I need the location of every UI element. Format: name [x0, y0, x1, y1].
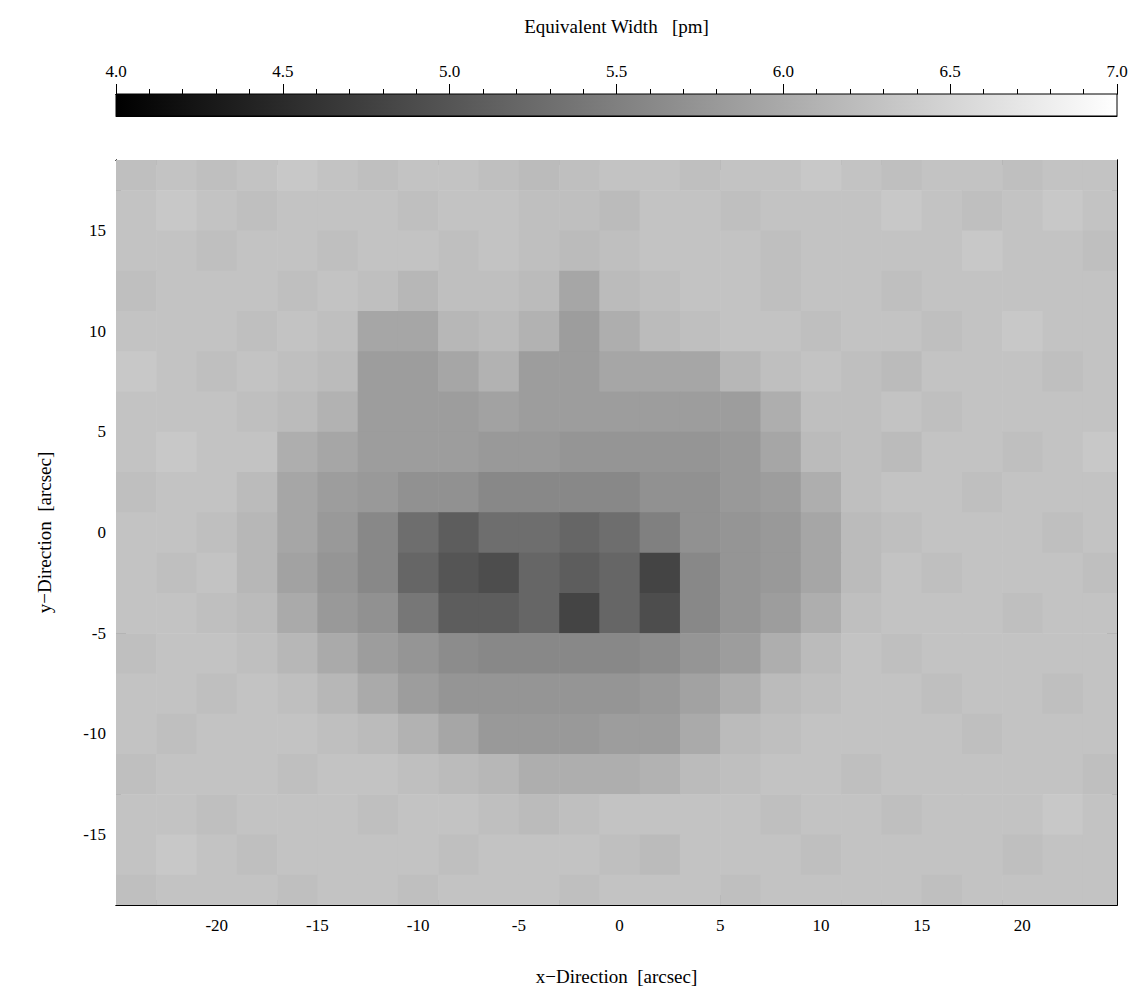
svg-text:5.5: 5.5: [606, 62, 627, 81]
svg-text:20: 20: [1014, 916, 1031, 935]
svg-text:Equivalent Width [pm]: Equivalent Width [pm]: [524, 16, 709, 37]
svg-text:-5: -5: [92, 624, 106, 643]
svg-text:15: 15: [913, 916, 930, 935]
svg-text:-5: -5: [512, 916, 526, 935]
svg-text:x−Direction [arcsec]: x−Direction [arcsec]: [536, 966, 698, 987]
svg-text:6.0: 6.0: [773, 62, 794, 81]
svg-text:-15: -15: [83, 825, 106, 844]
svg-text:7.0: 7.0: [1106, 62, 1127, 81]
svg-text:-15: -15: [306, 916, 329, 935]
svg-text:6.5: 6.5: [940, 62, 961, 81]
svg-text:y−Direction [arcsec]: y−Direction [arcsec]: [34, 452, 55, 614]
svg-text:5: 5: [716, 916, 725, 935]
svg-text:4.5: 4.5: [272, 62, 293, 81]
svg-text:10: 10: [812, 916, 829, 935]
svg-text:4.0: 4.0: [105, 62, 126, 81]
svg-text:-20: -20: [205, 916, 228, 935]
svg-text:15: 15: [89, 221, 106, 240]
svg-text:5: 5: [98, 422, 107, 441]
svg-text:-10: -10: [407, 916, 430, 935]
svg-text:10: 10: [89, 322, 106, 341]
svg-text:5.0: 5.0: [439, 62, 460, 81]
svg-text:-10: -10: [83, 724, 106, 743]
svg-text:0: 0: [98, 523, 107, 542]
svg-text:0: 0: [615, 916, 624, 935]
